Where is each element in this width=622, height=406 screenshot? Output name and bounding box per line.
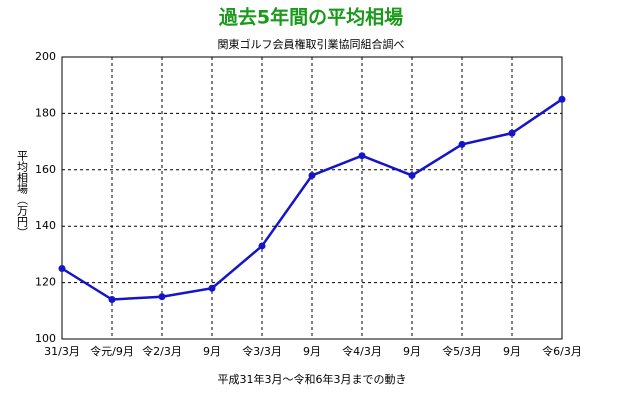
chart-title: 過去5年間の平均相場 — [219, 6, 403, 29]
x-tick-label: 令2/3月 — [142, 344, 182, 358]
x-tick-label: 9月 — [403, 345, 421, 358]
chart-subtitle: 関東ゴルフ会員権取引業協同組合調べ — [218, 37, 405, 51]
data-point — [208, 284, 216, 292]
data-point — [558, 95, 566, 103]
y-tick-label: 120 — [35, 276, 56, 289]
data-point — [258, 242, 266, 250]
data-point — [508, 129, 516, 137]
x-tick-label: 令4/3月 — [342, 344, 382, 358]
data-point — [58, 265, 66, 272]
x-tick-label: 9月 — [203, 345, 221, 358]
y-axis-label: 平均相場（万円） — [16, 150, 29, 238]
x-tick-label: 31/3月 — [44, 345, 80, 358]
data-point — [358, 152, 366, 160]
data-point — [308, 171, 316, 179]
x-axis-label: 平成31年3月～令和6年3月までの動き — [218, 372, 407, 386]
data-point — [108, 296, 116, 304]
y-tick-label: 180 — [35, 106, 56, 119]
data-point — [158, 293, 166, 301]
data-point — [458, 140, 466, 148]
x-tick-label: 令3/3月 — [242, 344, 282, 358]
y-tick-label: 140 — [35, 219, 56, 232]
y-tick-label: 200 — [35, 50, 56, 63]
x-tick-label: 9月 — [503, 345, 521, 358]
data-point — [408, 171, 416, 179]
x-tick-label: 令5/3月 — [442, 344, 482, 358]
y-tick-label: 160 — [35, 163, 56, 176]
x-tick-label: 令元/9月 — [90, 344, 134, 358]
y-tick-label: 100 — [35, 332, 56, 345]
x-tick-label: 令6/3月 — [542, 344, 582, 358]
x-tick-label: 9月 — [303, 345, 321, 358]
